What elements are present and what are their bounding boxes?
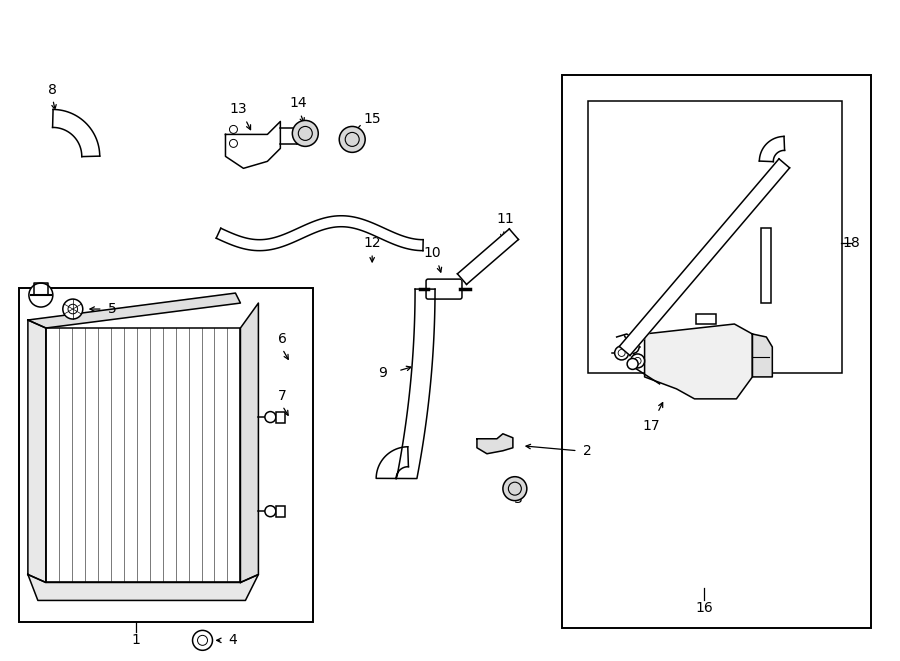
Text: 1: 1 [131, 633, 140, 647]
Text: 8: 8 [49, 83, 58, 97]
Bar [697, 314, 716, 324]
Text: 18: 18 [842, 236, 860, 250]
Text: 9: 9 [378, 366, 387, 380]
Bar [761, 228, 771, 303]
Polygon shape [619, 159, 789, 356]
Text: 17: 17 [643, 419, 661, 433]
Circle shape [615, 346, 628, 360]
Text: 7: 7 [278, 389, 287, 403]
Circle shape [631, 354, 644, 368]
Circle shape [339, 126, 365, 153]
Polygon shape [28, 574, 258, 600]
Text: 6: 6 [278, 332, 287, 346]
Circle shape [292, 120, 319, 146]
Polygon shape [752, 334, 772, 377]
Polygon shape [477, 434, 513, 453]
Circle shape [626, 340, 639, 354]
Text: 15: 15 [364, 112, 381, 126]
Polygon shape [28, 293, 240, 328]
Polygon shape [216, 215, 423, 251]
Polygon shape [28, 320, 46, 582]
Bar [19, 288, 313, 623]
Polygon shape [376, 289, 435, 479]
Circle shape [63, 299, 83, 319]
Text: 14: 14 [290, 97, 307, 110]
Text: 11: 11 [496, 212, 514, 226]
Text: 16: 16 [696, 602, 714, 615]
Polygon shape [52, 110, 100, 157]
Text: 3: 3 [514, 492, 522, 506]
Text: 4: 4 [228, 633, 237, 647]
Polygon shape [760, 136, 785, 162]
Bar [276, 506, 284, 517]
Bar [46, 328, 240, 582]
Polygon shape [644, 324, 752, 399]
Circle shape [29, 283, 53, 307]
Text: 10: 10 [423, 246, 441, 260]
Circle shape [265, 506, 276, 517]
Polygon shape [457, 229, 518, 284]
FancyBboxPatch shape [426, 279, 462, 299]
Circle shape [265, 412, 276, 422]
Bar [588, 102, 842, 373]
Text: 2: 2 [583, 444, 592, 458]
Circle shape [193, 631, 212, 650]
Circle shape [627, 358, 638, 369]
Circle shape [503, 477, 526, 500]
Bar [276, 412, 284, 422]
Text: 13: 13 [230, 102, 248, 116]
Text: 12: 12 [364, 236, 381, 250]
Polygon shape [226, 122, 281, 169]
Bar [562, 75, 871, 629]
Polygon shape [240, 303, 258, 582]
Text: 5: 5 [108, 302, 117, 316]
